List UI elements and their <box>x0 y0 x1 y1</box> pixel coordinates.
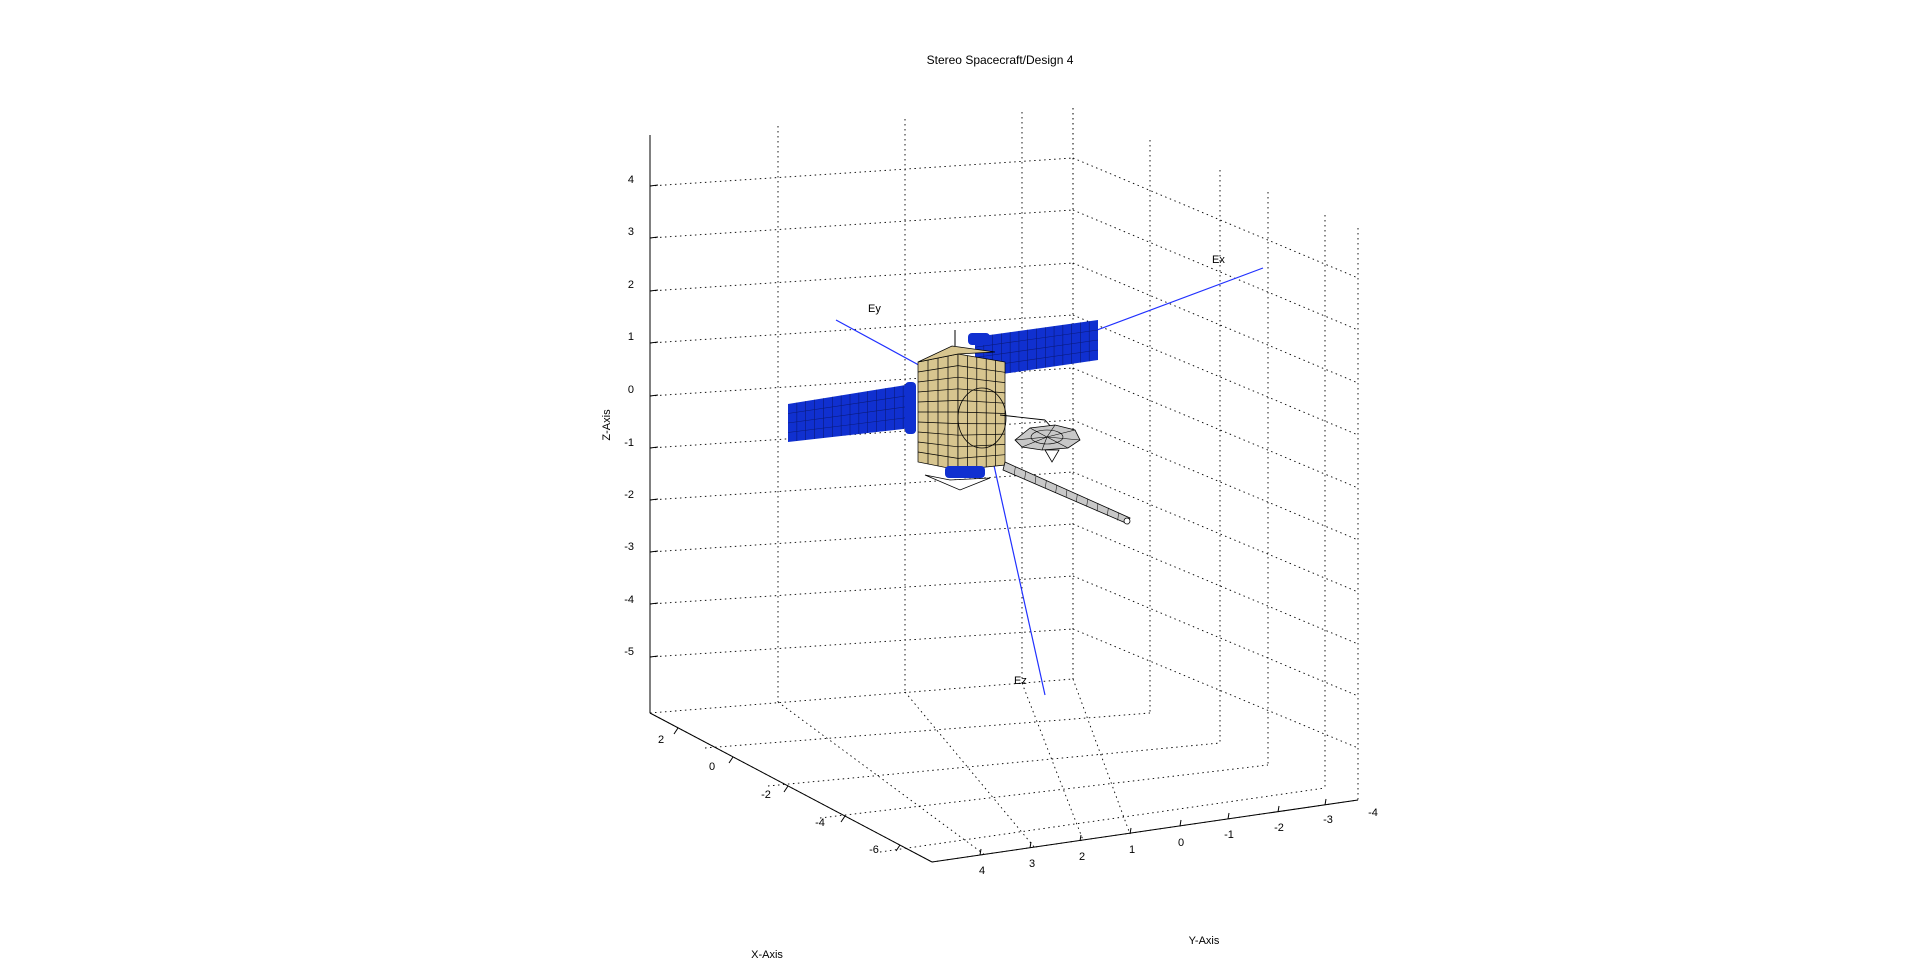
body-axis-vectors: Ex Ey Ez <box>835 254 1264 696</box>
antenna-feed <box>1044 449 1060 463</box>
left-solar-panel <box>787 382 916 442</box>
grid-cell-line <box>917 431 959 436</box>
y-tick-label: 0 <box>1178 837 1184 849</box>
grid-cell-line <box>974 339 1099 358</box>
body-top-face <box>917 345 996 363</box>
antenna-support <box>999 414 1046 421</box>
boom-segment <box>1065 489 1068 498</box>
z-tick-label: 2 <box>628 279 634 291</box>
z-tick-label: -1 <box>624 437 634 449</box>
x-tick-label: -2 <box>761 789 771 801</box>
grid-cell-line <box>957 400 1006 404</box>
boom-segment <box>1034 475 1037 484</box>
spacecraft-model: Ex Ey Ez <box>787 254 1264 696</box>
x-axis-label: X-Axis <box>751 949 783 960</box>
grid-cell-line <box>917 365 959 373</box>
ez-vector-label: Ez <box>1014 675 1027 687</box>
grid-cell-line <box>917 376 959 383</box>
z-tick-label: 4 <box>628 174 634 186</box>
y-tick-label: -2 <box>1274 822 1284 834</box>
dish-ring <box>1030 429 1064 445</box>
x-tick-label: -6 <box>869 844 879 856</box>
boom-segment <box>1076 494 1078 503</box>
grid-floor <box>649 678 1359 863</box>
body-lower-bracket <box>924 474 991 491</box>
boom-segment <box>1014 466 1016 475</box>
z-tick-label: -2 <box>624 489 634 501</box>
instrument-boom <box>1002 461 1131 525</box>
grid-cell-line <box>917 421 959 424</box>
high-gain-antenna <box>999 414 1081 463</box>
boom-segment <box>1055 484 1057 493</box>
grid-cell-line <box>917 441 959 448</box>
grid-cell-line <box>787 394 913 414</box>
y-tick-label: 3 <box>1029 858 1035 870</box>
z-tick-label: -4 <box>624 594 634 606</box>
grid-back-left-wall <box>649 108 1074 713</box>
boom-segment <box>1024 471 1026 480</box>
body-circular-hatch <box>957 387 1007 449</box>
y-tick-label: -3 <box>1323 814 1333 826</box>
z-tick-label: 0 <box>628 384 634 396</box>
ey-vector-label: Ey <box>868 303 881 315</box>
dish-rib <box>1041 436 1048 451</box>
z-axis-label: Z-Axis <box>601 409 613 441</box>
dish-rib <box>1014 436 1048 441</box>
grid-cell-line <box>957 365 1006 373</box>
z-tick-label: -5 <box>624 646 634 658</box>
x-tick-label: -4 <box>815 817 825 829</box>
x-tick-label: 0 <box>709 761 715 773</box>
boom-segment <box>1117 512 1119 521</box>
boom-segment <box>1107 507 1109 516</box>
grid-cell-line <box>957 388 1006 394</box>
grid-cell-line <box>787 405 913 424</box>
grid-cell-line <box>957 376 1006 383</box>
dish-rib <box>1046 424 1056 438</box>
y-tick-label: -4 <box>1368 807 1378 819</box>
dish-rib <box>1029 427 1048 438</box>
boom-segment <box>1045 480 1047 489</box>
boom-segment <box>1096 503 1099 512</box>
grid-cell-line <box>917 400 959 403</box>
grid-cell-line <box>957 411 1006 414</box>
grid-cell-line <box>974 329 1099 348</box>
z-tick-label: -3 <box>624 541 634 553</box>
spacecraft-body <box>917 330 1007 491</box>
right-panel-mount <box>968 333 990 345</box>
x-tick-label: 2 <box>658 734 664 746</box>
z-axis-ticks: 4 3 2 1 0 -1 -2 -3 -4 -5 <box>624 174 659 658</box>
grid-back-right-wall <box>1072 108 1359 800</box>
x-axis-ticks: 2 0 -2 -4 -6 <box>658 727 901 856</box>
grid-cell-line <box>957 444 1006 448</box>
z-tick-label: 1 <box>628 331 634 343</box>
dish-rib <box>1021 436 1048 448</box>
left-panel-mount <box>905 382 916 434</box>
y-tick-label: 1 <box>1129 844 1135 856</box>
y-tick-label: -1 <box>1224 829 1234 841</box>
grid-cell-line <box>917 388 959 393</box>
bottom-mount <box>945 466 985 478</box>
grid-cell-line <box>957 433 1006 436</box>
grid-cell-line <box>787 416 913 433</box>
ex-vector-label: Ex <box>1212 254 1225 266</box>
grid-cell-line <box>957 454 1006 459</box>
y-axis-ticks: 4 3 2 1 0 -1 -2 -3 -4 <box>979 798 1378 877</box>
y-tick-label: 4 <box>979 865 985 877</box>
figure-title: Stereo Spacecraft/Design 4 <box>927 53 1074 67</box>
dish-rib <box>1046 436 1081 441</box>
y-axis-label: Y-Axis <box>1189 935 1220 947</box>
boom-tip <box>1123 517 1131 525</box>
y-tick-label: 2 <box>1079 851 1085 863</box>
axis-lines <box>649 135 1359 863</box>
boom-segment <box>1086 498 1088 507</box>
z-tick-label: 3 <box>628 226 634 238</box>
grid-cell-line <box>917 451 959 459</box>
